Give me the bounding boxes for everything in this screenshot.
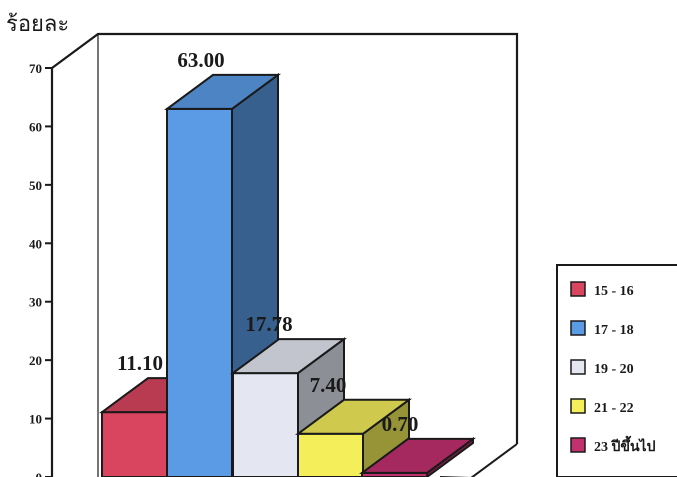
- legend-swatch: [570, 437, 586, 453]
- y-tick-label: 0: [36, 470, 43, 477]
- data-label: 0.70: [382, 412, 419, 436]
- data-label: 11.10: [117, 351, 163, 375]
- bar: [232, 372, 299, 477]
- floor-right-edge: [470, 443, 518, 477]
- bar: [101, 411, 168, 477]
- bar-top: [229, 338, 348, 375]
- data-label: 63.00: [177, 48, 224, 72]
- legend-swatch: [570, 320, 586, 336]
- legend-label: 23 ปีขึ้นไป: [594, 435, 656, 455]
- legend-swatch: [570, 359, 586, 375]
- y-axis-label: ร้อยละ: [6, 12, 69, 37]
- bar-top: [294, 398, 413, 435]
- y-tick-label: 40: [29, 236, 42, 251]
- legend: 15 - 16 17 - 18 19 - 20 21 - 22 23 ปีขึ้นไป: [556, 264, 677, 477]
- bar-top: [358, 437, 477, 474]
- y-tick-label: 20: [29, 353, 42, 368]
- y-tick-label: 60: [29, 119, 42, 134]
- legend-label: 19 - 20: [594, 362, 634, 377]
- y-tick-label: 10: [29, 412, 42, 427]
- data-label: 7.40: [310, 373, 347, 397]
- legend-label: 15 - 16: [594, 284, 634, 299]
- bar: [166, 107, 233, 477]
- y-tick-label: 30: [29, 295, 42, 310]
- y-tick-label: 70: [29, 61, 42, 76]
- legend-swatch: [570, 398, 586, 414]
- bar: [297, 432, 364, 477]
- bar-top: [163, 73, 282, 110]
- legend-label: 21 - 22: [594, 401, 634, 416]
- y-tick-label: 50: [29, 178, 42, 193]
- chart-frame: [51, 32, 519, 444]
- legend-swatch: [570, 281, 586, 297]
- legend-label: 17 - 18: [594, 323, 634, 338]
- data-label: 17.78: [245, 312, 292, 336]
